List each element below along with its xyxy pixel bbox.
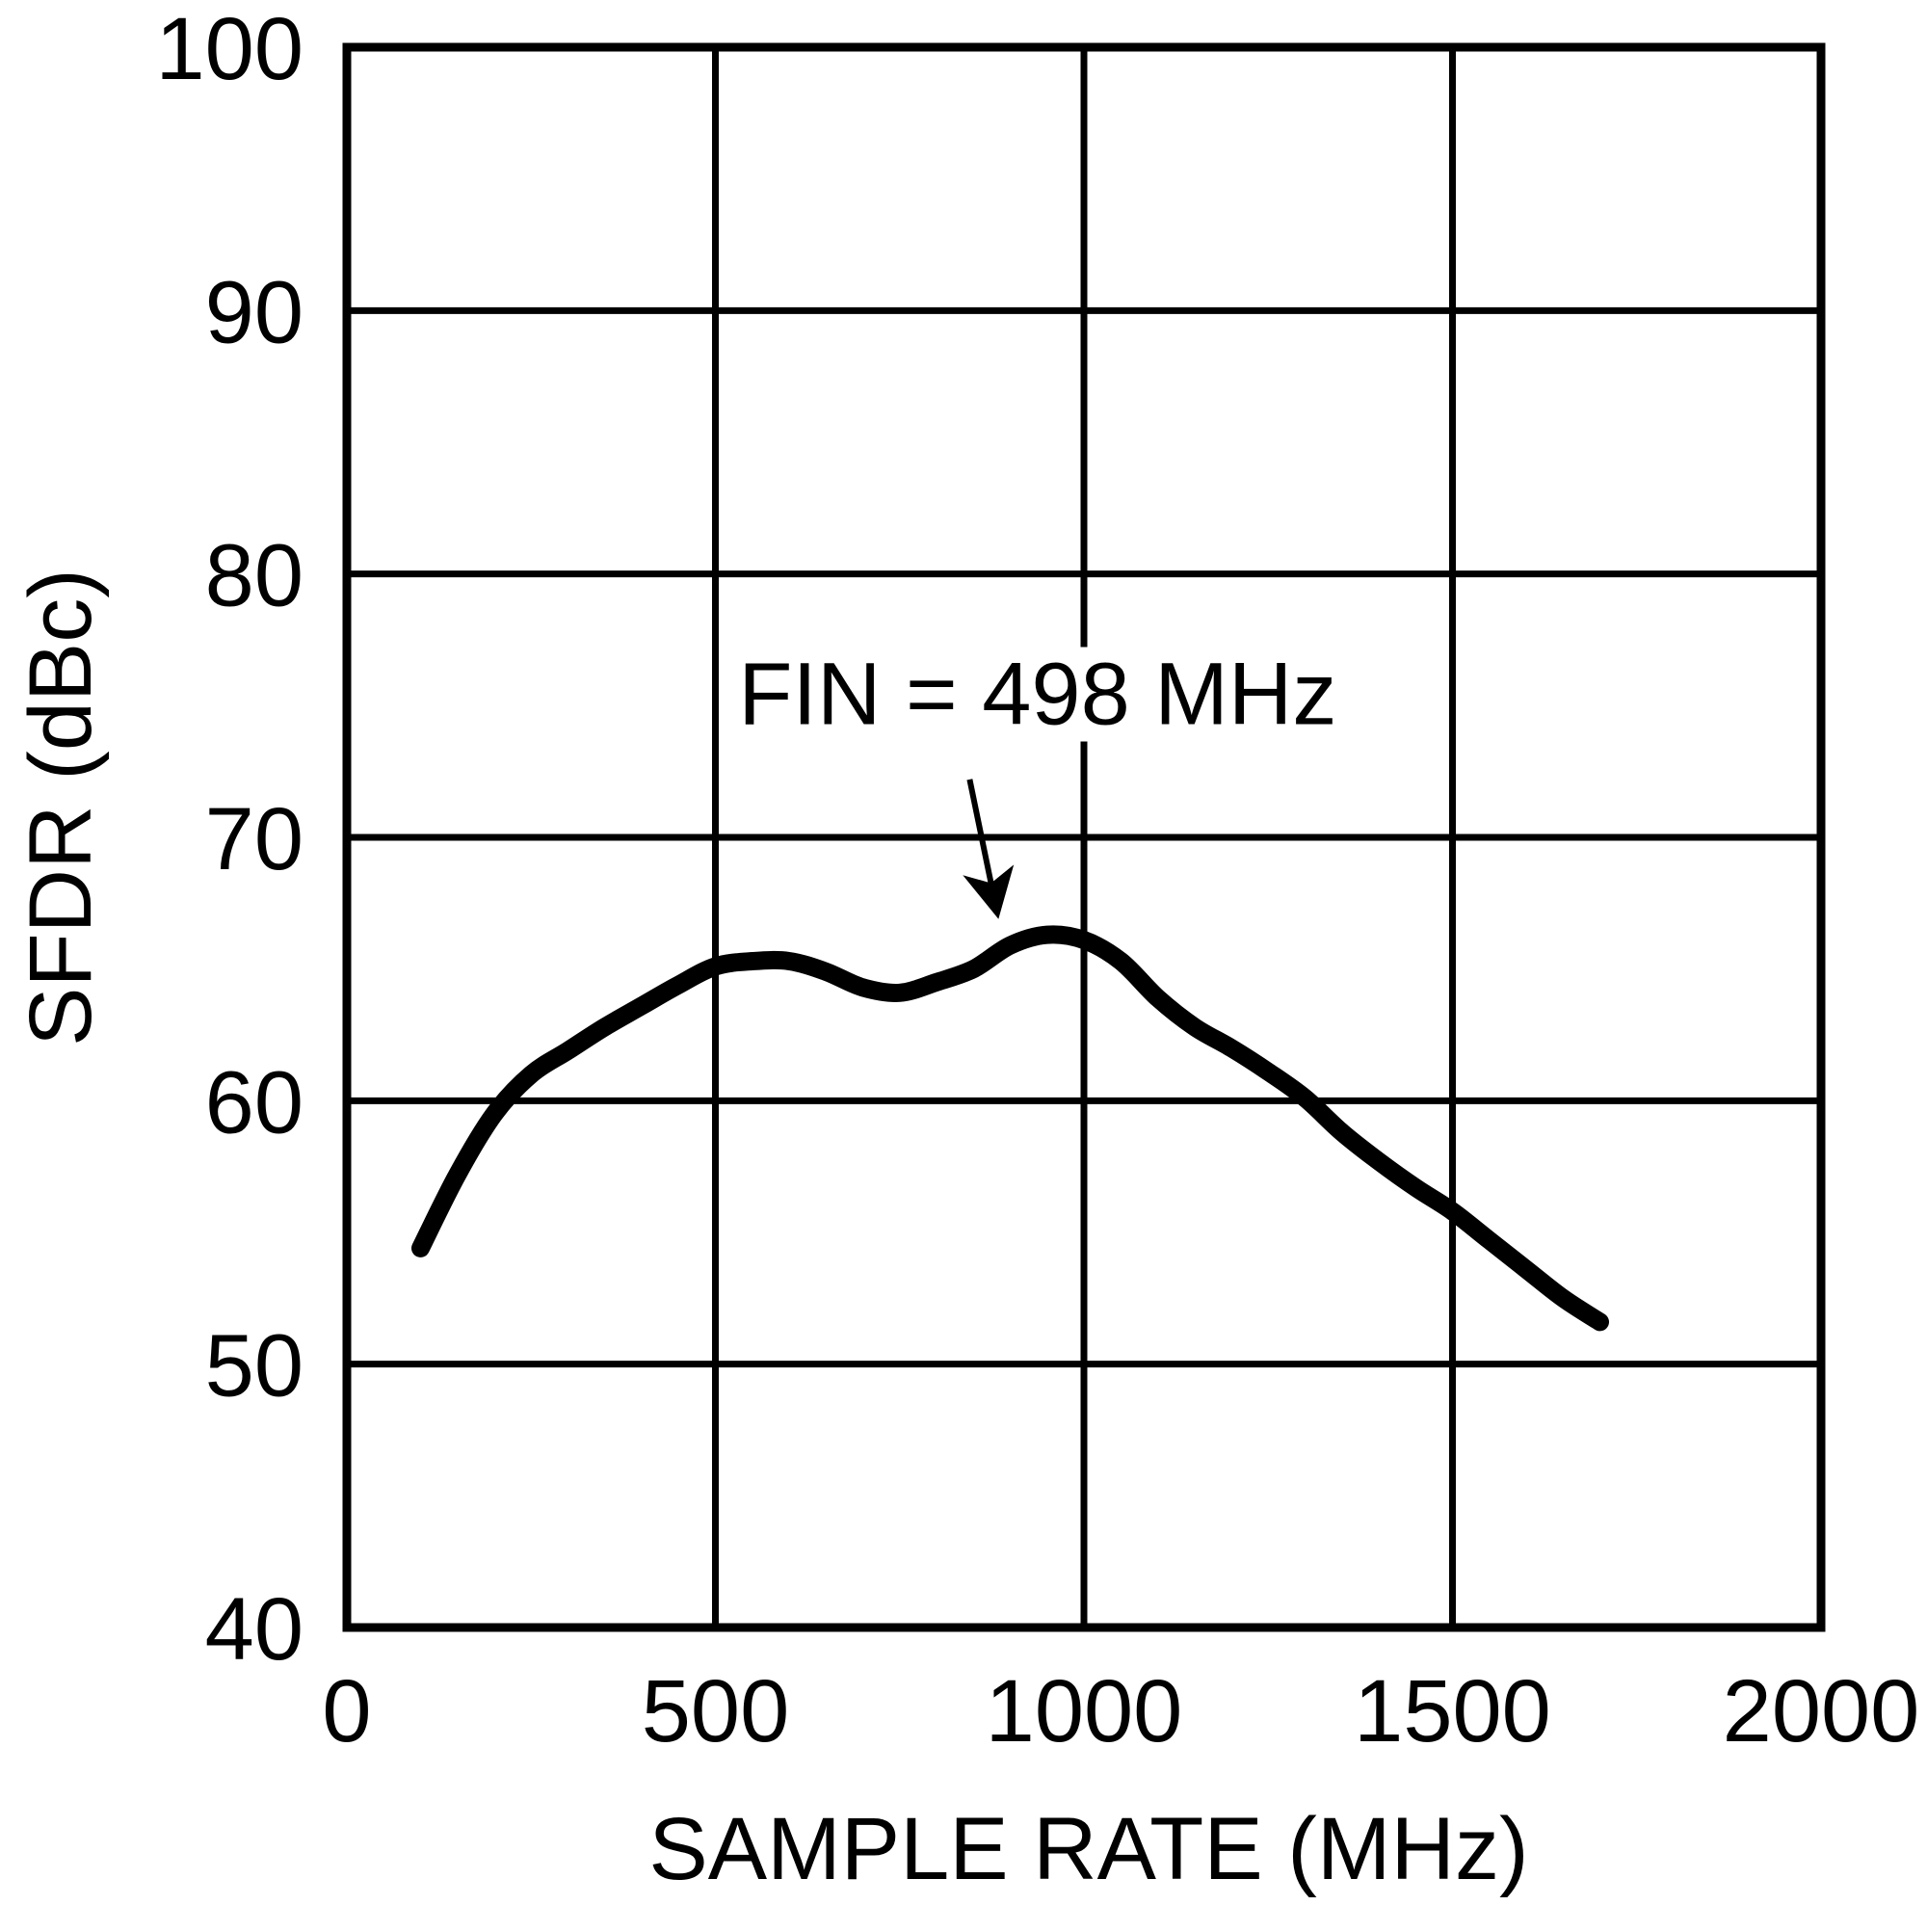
y-tick-label: 50 — [205, 1317, 304, 1416]
x-axis-title: SAMPLE RATE (MHz) — [648, 1800, 1528, 1898]
y-axis-title: SFDR (dBc) — [12, 569, 110, 1046]
y-tick-label: 40 — [205, 1580, 304, 1679]
y-tick-label: 60 — [205, 1053, 304, 1151]
annotation-layer: FIN = 498 MHz — [730, 646, 1345, 744]
y-tick-labels: 40 50 60 70 80 90 100 — [156, 0, 304, 1679]
x-tick-label: 2000 — [1723, 1662, 1920, 1760]
x-tick-label: 500 — [642, 1662, 790, 1760]
arrow-shaft — [966, 779, 996, 892]
arrow-head-icon — [963, 864, 1015, 919]
gridlines — [347, 47, 1821, 1628]
y-tick-label: 100 — [156, 0, 304, 98]
y-tick-label: 90 — [205, 263, 304, 361]
y-tick-label: 70 — [205, 790, 304, 888]
annotation-arrow — [963, 779, 1015, 919]
x-tick-labels: 0 500 1000 1500 2000 — [322, 1662, 1919, 1760]
y-tick-label: 80 — [205, 527, 304, 625]
x-tick-label: 1500 — [1354, 1662, 1551, 1760]
curve-layer — [411, 925, 1609, 1332]
annotation-label: FIN = 498 MHz — [738, 646, 1336, 744]
plot-border — [342, 42, 1826, 1632]
sfdr-curve — [411, 925, 1609, 1332]
x-tick-label: 1000 — [986, 1662, 1183, 1760]
x-tick-label: 0 — [322, 1662, 371, 1760]
annotation-background — [730, 647, 1345, 742]
